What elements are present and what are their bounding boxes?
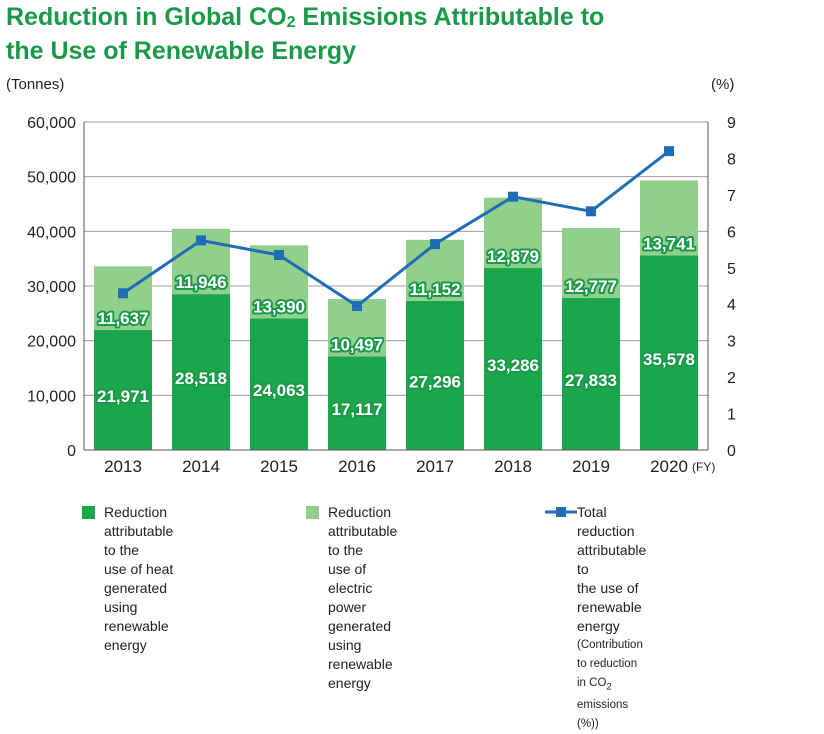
x-tick-label: 2016 — [338, 457, 376, 476]
bar-electric — [640, 180, 698, 256]
x-tick-label: 2015 — [260, 457, 298, 476]
bar-electric — [406, 239, 464, 301]
legend-total-line3-sub: 2 — [606, 681, 612, 693]
legend-heat-line1: Reduction attributable to the — [104, 504, 174, 558]
data-label-heat: 27,833 — [565, 371, 617, 390]
bar-heat — [484, 268, 542, 450]
x-tick-label: 2018 — [494, 457, 532, 476]
data-label-electric: 13,741 — [643, 235, 695, 254]
legend-label-heat: Reduction attributable to the use of hea… — [104, 503, 173, 655]
title-line-2: the Use of Renewable Energy — [6, 37, 357, 65]
bar-heat — [172, 294, 230, 450]
line-marker — [586, 206, 596, 217]
bar-heat — [406, 300, 464, 450]
y-tick-label: 30,000 — [27, 279, 76, 296]
data-label-electric: 13,390 — [253, 297, 305, 316]
bar-electric — [562, 227, 620, 298]
line-marker — [196, 235, 206, 246]
chart-plot: 010,00020,00030,00040,00050,00060,000012… — [27, 115, 736, 476]
data-label-heat: 21,971 — [97, 387, 149, 406]
title-subscript: 2 — [286, 14, 296, 31]
title-part-1: Reduction in Global CO — [6, 3, 287, 31]
legend-total-line2: the use of renewable energy — [577, 580, 642, 634]
x-tick-label: 2013 — [104, 457, 142, 476]
data-label-heat: 33,286 — [487, 356, 539, 375]
legend-label-total: Total reduction attributable to the use … — [577, 503, 646, 734]
line-marker — [118, 288, 128, 299]
legend-total-line1: Total reduction attributable to — [577, 504, 647, 577]
line-marker — [352, 301, 362, 312]
y2-tick-label: 3 — [727, 334, 736, 351]
y-tick-label: 20,000 — [27, 334, 76, 351]
data-label-electric: 11,637 — [97, 309, 148, 328]
line-total — [122, 149, 670, 308]
x-tick-label: 2014 — [182, 457, 220, 476]
data-label-heat: 24,063 — [253, 381, 305, 400]
bar-heat — [328, 356, 386, 450]
bar-heat — [94, 329, 152, 450]
bar-heat — [250, 318, 308, 450]
legend-heat-line2: use of heat generated using — [104, 561, 174, 615]
title-part-2: Emissions Attributable to — [295, 3, 605, 31]
y2-tick-label: 1 — [727, 407, 736, 424]
y2-tick-label: 7 — [727, 188, 736, 205]
data-label-heat: 28,518 — [175, 369, 227, 388]
legend-line-marker-icon — [545, 507, 577, 517]
legend-total-line3-b: emissions (%)) — [577, 699, 629, 731]
line-marker — [430, 239, 440, 250]
y2-tick-label: 6 — [727, 224, 736, 241]
x-tick-label: 2019 — [572, 457, 610, 476]
legend-swatch-electric — [306, 506, 319, 519]
right-axis-unit: (%) — [711, 76, 735, 93]
x-tick-label: 2020 — [650, 457, 688, 476]
legend-label-electric: Reduction attributable to the use of ele… — [328, 503, 397, 693]
bar-heat — [640, 255, 698, 450]
y2-tick-label: 5 — [727, 261, 736, 278]
y-tick-label: 50,000 — [27, 170, 76, 187]
y-tick-label: 0 — [67, 443, 76, 460]
data-label-heat: 35,578 — [643, 350, 695, 369]
data-label-electric: 11,152 — [409, 280, 460, 299]
data-label-heat: 17,117 — [331, 400, 382, 419]
bar-heat — [562, 297, 620, 450]
y2-tick-label: 0 — [727, 443, 736, 460]
y2-tick-label: 2 — [727, 370, 736, 387]
line-marker — [274, 250, 284, 261]
data-label-electric: 12,879 — [487, 247, 539, 266]
left-axis-unit: (Tonnes) — [6, 76, 65, 93]
y2-tick-label: 8 — [727, 151, 736, 168]
legend-heat-line3: renewable energy — [104, 618, 169, 653]
y-tick-label: 60,000 — [27, 115, 76, 132]
legend-electric-line2: use of electric power generated — [328, 561, 392, 634]
data-label-heat: 27,296 — [409, 372, 461, 391]
x-tick-label: 2017 — [416, 457, 454, 476]
legend-electric-line1: Reduction attributable to the — [328, 504, 398, 558]
legend-electric-line3: using renewable energy — [328, 637, 393, 691]
line-marker — [508, 191, 518, 202]
y-tick-label: 10,000 — [27, 388, 76, 405]
y2-tick-label: 9 — [727, 115, 736, 132]
line-marker — [664, 146, 674, 157]
y-tick-label: 40,000 — [27, 224, 76, 241]
data-label-electric: 10,497 — [331, 335, 383, 354]
data-label-electric: 11,946 — [175, 273, 226, 292]
chart-title: Reduction in Global CO2 Emissions Attrib… — [6, 2, 816, 67]
y2-tick-label: 4 — [727, 297, 736, 314]
legend-swatch-heat — [82, 506, 95, 519]
x-axis-unit: (FY) — [692, 460, 715, 474]
data-label-electric: 12,777 — [565, 277, 617, 296]
legend-total-line3: (Contribution to reduction in CO2 emissi… — [577, 636, 646, 734]
